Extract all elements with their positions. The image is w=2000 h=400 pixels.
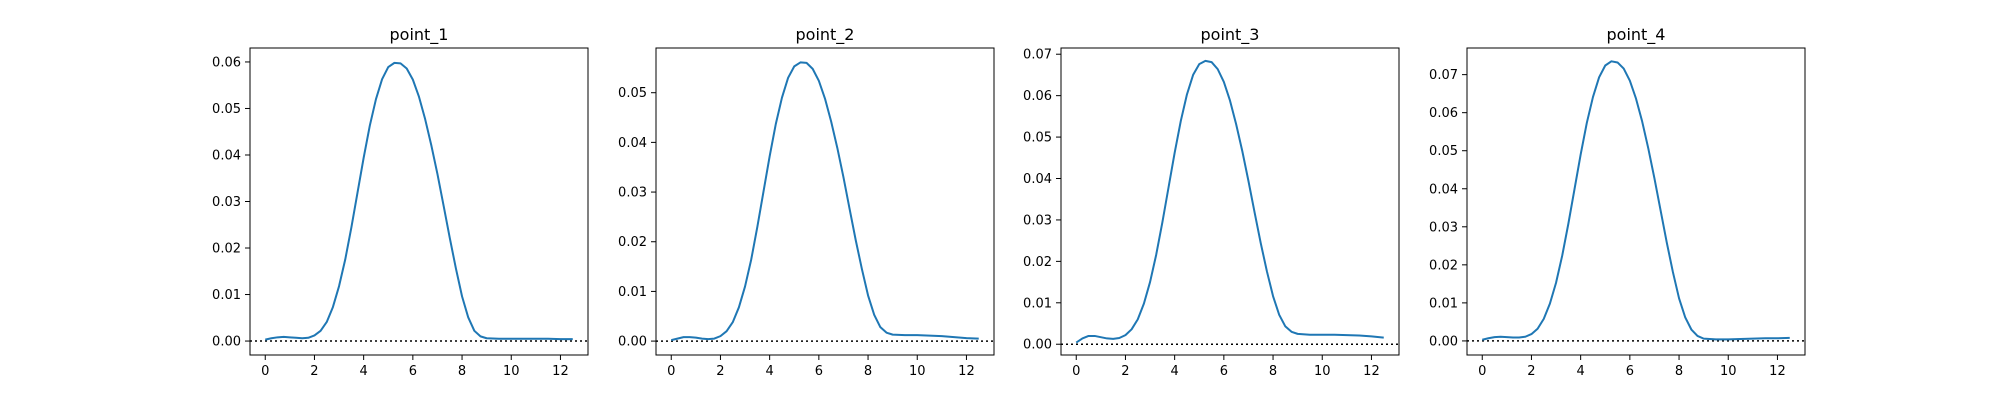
axes-frame [1060,47,1400,356]
chart-panel-4: point_4 0 2 4 6 8 10 12 0.00 0.01 0.02 0.03 0.04 0.05… [1429,25,1806,379]
y-tick-label: 0.03 [1023,213,1052,228]
chart-panel-3: point_3 0 2 4 6 8 10 12 0.00 0.01 0.02 0.03 0.04 0.05… [1023,25,1400,379]
series-line-1 [1482,60,1790,341]
x-tick-label: 4 [1577,364,1585,379]
y-tick-label: 0.03 [1429,220,1458,235]
x-tick-label: 6 [1220,364,1228,379]
y-tick-label: 0.05 [212,102,241,117]
y-tick-label: 0.03 [618,186,647,201]
x-tick-label: 0 [1072,364,1080,379]
y-tick-label: 0.06 [212,55,241,70]
series-line-1 [1075,59,1384,344]
y-tick-label: 0.02 [1023,255,1052,270]
x-tick-label: 10 [1720,364,1737,379]
x-tick-label: 12 [1769,364,1786,379]
x-tick-label: 2 [310,364,318,379]
y-tick-label: 0.02 [1429,258,1458,273]
y-tick-label: 0.00 [1023,338,1052,353]
x-tick-label: 8 [1675,364,1683,379]
x-tick-label: 2 [716,364,724,379]
x-tick-label: 0 [1478,364,1486,379]
x-tick-label: 8 [458,364,466,379]
series-line-1 [671,61,979,342]
x-tick-label: 6 [815,364,823,379]
y-tick-label: 0.01 [1429,296,1458,311]
chart-title: point_2 [796,25,855,45]
y-tick-label: 0.00 [1429,334,1458,349]
y-tick-label: 0.04 [1023,172,1052,187]
x-tick-label: 0 [667,364,675,379]
y-tick-label: 0.01 [618,285,647,300]
x-tick-label: 8 [864,364,872,379]
x-tick-label: 10 [909,364,926,379]
y-tick-label: 0.04 [618,136,647,151]
x-tick-label: 4 [1171,364,1179,379]
y-tick-label: 0.02 [618,235,647,250]
x-tick-label: 0 [261,364,269,379]
x-tick-label: 4 [360,364,368,379]
x-tick-label: 12 [552,364,569,379]
x-tick-label: 4 [766,364,774,379]
x-tick-label: 10 [1314,364,1331,379]
y-tick-label: 0.01 [1023,296,1052,311]
chart-title: point_1 [390,25,449,45]
x-tick-label: 6 [1626,364,1634,379]
x-tick-label: 2 [1527,364,1535,379]
x-tick-label: 6 [409,364,417,379]
series-line-1 [265,61,573,341]
y-tick-label: 0.02 [212,242,241,257]
x-tick-label: 12 [958,364,975,379]
y-tick-label: 0.07 [1023,48,1052,63]
axes-frame [1466,47,1806,356]
chart-title: point_3 [1201,25,1260,45]
chart-title: point_4 [1607,25,1666,45]
y-tick-label: 0.05 [1023,131,1052,146]
y-tick-label: 0.07 [1429,68,1458,83]
y-tick-label: 0.05 [1429,144,1458,159]
y-tick-label: 0.04 [1429,182,1458,197]
y-tick-label: 0.06 [1429,106,1458,121]
chart-panel-1: point_1 0 2 4 6 8 10 12 0.00 0.01 0.02 0.03 0.04 0.05… [212,25,589,379]
x-tick-label: 12 [1363,364,1380,379]
chart-panel-2: point_2 0 2 4 6 8 10 12 0.00 0.01 0.02 0.03 0.04 0.05 [618,25,995,379]
axes-frame [655,47,995,356]
y-tick-label: 0.06 [1023,89,1052,104]
y-tick-label: 0.00 [618,335,647,350]
y-tick-label: 0.01 [212,288,241,303]
x-tick-label: 8 [1269,364,1277,379]
y-tick-label: 0.05 [618,86,647,101]
x-tick-label: 2 [1121,364,1129,379]
x-tick-label: 10 [503,364,520,379]
y-tick-label: 0.03 [212,195,241,210]
y-tick-label: 0.00 [212,335,241,350]
y-tick-label: 0.04 [212,148,241,163]
